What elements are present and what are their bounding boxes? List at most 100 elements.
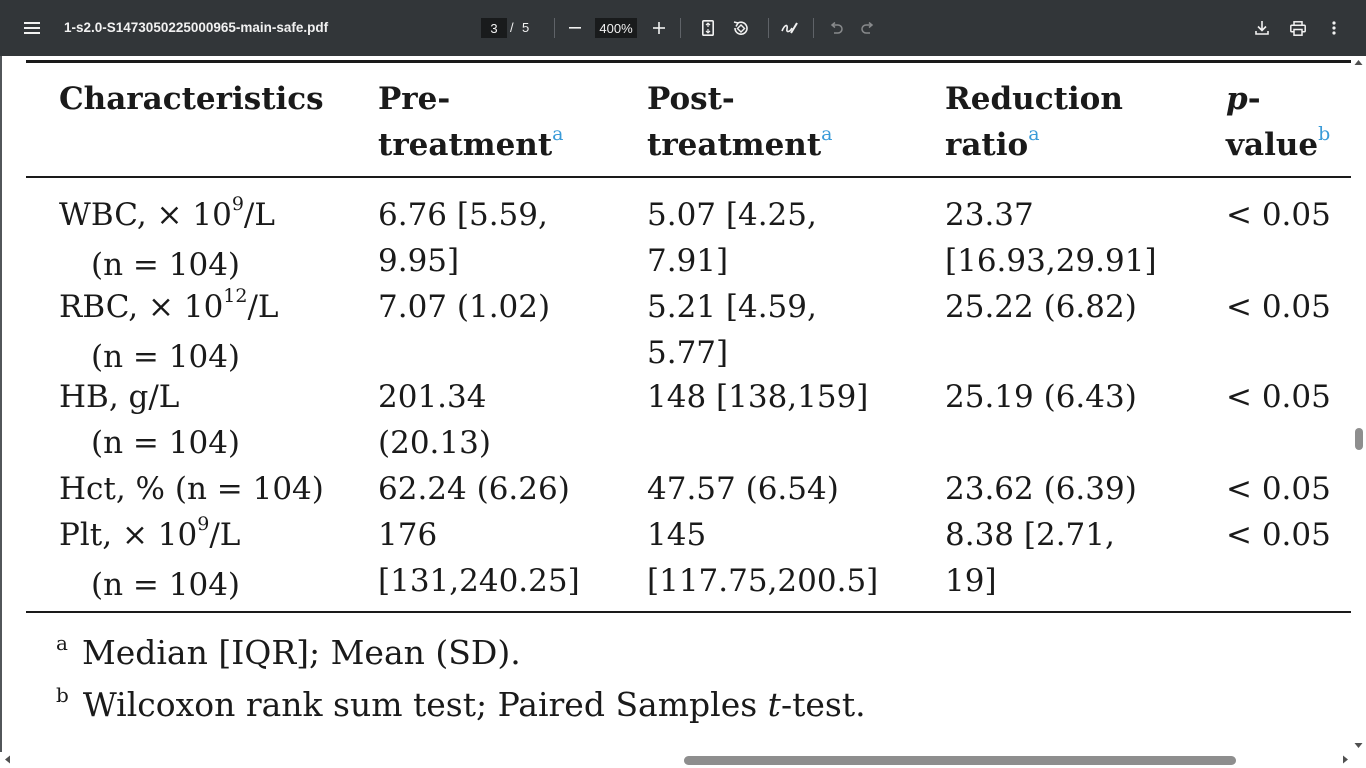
table-cell: < 0.05 — [1226, 379, 1331, 415]
footnote-b: b Wilcoxon rank sum test; Paired Samples … — [56, 682, 866, 732]
page-separator: / — [510, 20, 514, 35]
fit-page-icon — [702, 20, 714, 36]
annotate-button[interactable] — [774, 12, 806, 44]
header-line: p — [1226, 81, 1248, 117]
cell-line: (20.13) — [378, 425, 491, 461]
toolbar-divider — [680, 18, 681, 38]
table-cell: 8.38 [2.71, 19] — [945, 512, 1115, 604]
toolbar-divider — [813, 18, 814, 38]
scroll-up-arrow-icon[interactable] — [1354, 59, 1363, 66]
menu-icon — [24, 22, 40, 34]
row-label-text: WBC, × 10 — [59, 197, 232, 233]
menu-button[interactable] — [16, 12, 48, 44]
row-label-text: Plt, × 10 — [59, 517, 198, 553]
vertical-scroll-thumb[interactable] — [1355, 428, 1363, 450]
header-characteristics: Characteristics — [59, 76, 324, 122]
cell-line: [131,240.25] — [378, 563, 580, 599]
table-cell: < 0.05 — [1226, 289, 1331, 325]
scroll-right-arrow-icon[interactable] — [1342, 755, 1349, 764]
footnote-ref[interactable]: a — [552, 123, 564, 145]
table-row-label: Plt, × 109/L (n = 104) — [59, 512, 240, 608]
exponent: 9 — [197, 513, 210, 535]
row-label-n: (n = 104) — [91, 567, 241, 603]
cell-line: 7.07 (1.02) — [378, 289, 551, 325]
cell-line: 62.24 (6.26) — [378, 471, 570, 507]
header-post-treatment: Post- treatmenta — [647, 76, 833, 172]
row-label-text: Hct, % (n = 104) — [59, 471, 324, 507]
footnote-ref[interactable]: a — [1028, 123, 1040, 145]
header-line: - — [1247, 81, 1261, 117]
vertical-scrollbar[interactable] — [1351, 56, 1366, 752]
scroll-down-arrow-icon[interactable] — [1354, 742, 1363, 749]
horizontal-scroll-thumb[interactable] — [684, 756, 1236, 765]
header-reduction-ratio: Reduction ratioa — [945, 76, 1123, 172]
horizontal-scrollbar[interactable] — [0, 752, 1351, 768]
document-title: 1-s2.0-S1473050225000965-main-safe.pdf — [64, 20, 329, 35]
pdf-toolbar: 1-s2.0-S1473050225000965-main-safe.pdf /… — [0, 0, 1366, 56]
table-cell: < 0.05 — [1226, 197, 1331, 233]
pdf-viewer[interactable]: Characteristics Pre- treatmenta Post- tr… — [0, 56, 1366, 768]
header-text: Characteristics — [59, 81, 324, 117]
table-row-label: Hct, % (n = 104) — [59, 466, 324, 512]
more-options-button[interactable] — [1318, 12, 1350, 44]
cell-line: 176 — [378, 517, 438, 553]
redo-icon — [861, 22, 874, 34]
more-vert-icon — [1332, 21, 1336, 35]
cell-line: 23.62 (6.39) — [945, 471, 1137, 507]
cell-line: 5.21 [4.59, — [647, 289, 817, 325]
print-button[interactable] — [1282, 12, 1314, 44]
pdf-page: Characteristics Pre- treatmenta Post- tr… — [0, 56, 1351, 752]
page-edge — [0, 56, 2, 752]
page-number-input[interactable] — [481, 18, 507, 38]
table-cell: 6.76 [5.59, 9.95] — [378, 192, 548, 284]
exponent: 9 — [231, 193, 244, 215]
footnote-ref[interactable]: a — [821, 123, 833, 145]
cell-line: [16.93,29.91] — [945, 243, 1157, 279]
table-cell: 5.21 [4.59, 5.77] — [647, 284, 817, 376]
page-total: 5 — [522, 20, 530, 35]
rotate-button[interactable] — [724, 12, 756, 44]
table-cell: 25.19 (6.43) — [945, 374, 1137, 420]
scrollbar-corner — [1351, 752, 1366, 768]
cell-line: 47.57 (6.54) — [647, 471, 839, 507]
footnote-text: -test. — [780, 685, 866, 724]
undo-button[interactable] — [820, 12, 852, 44]
download-button[interactable] — [1246, 12, 1278, 44]
scroll-left-arrow-icon[interactable] — [4, 755, 11, 764]
table-cell: 23.62 (6.39) — [945, 466, 1137, 512]
draw-icon — [781, 22, 798, 34]
download-icon — [1255, 21, 1269, 35]
footnote-mark: a — [56, 631, 68, 655]
header-line: treatment — [647, 127, 822, 163]
cell-line: 8.38 [2.71, — [945, 517, 1115, 553]
footnote-text: t — [767, 685, 781, 724]
table-cell: 201.34 (20.13) — [378, 374, 491, 466]
row-label-text: HB, g/L — [59, 379, 180, 415]
header-line: Pre- — [378, 81, 451, 117]
fit-to-page-button[interactable] — [692, 12, 724, 44]
table-cell: 23.37 [16.93,29.91] — [945, 192, 1157, 284]
table-header-rule — [26, 176, 1351, 178]
row-label-n: (n = 104) — [91, 425, 241, 461]
undo-icon — [830, 22, 843, 34]
table-cell: 62.24 (6.26) — [378, 466, 570, 512]
zoom-level-input[interactable] — [595, 18, 637, 38]
table-row-label: RBC, × 1012/L (n = 104) — [59, 284, 279, 380]
cell-line: 6.76 [5.59, — [378, 197, 548, 233]
rotate-icon — [733, 21, 748, 35]
cell-line: 25.19 (6.43) — [945, 379, 1137, 415]
row-label-n: (n = 104) — [91, 247, 241, 283]
toolbar-divider — [768, 18, 769, 38]
redo-button[interactable] — [852, 12, 884, 44]
zoom-out-button[interactable] — [559, 12, 591, 44]
table-cell: 25.22 (6.82) — [945, 284, 1137, 330]
zoom-out-icon — [569, 27, 581, 29]
cell-line: 5.07 [4.25, — [647, 197, 817, 233]
zoom-in-button[interactable] — [643, 12, 675, 44]
header-p-value: p- valueb — [1226, 76, 1330, 172]
header-line: ratio — [945, 127, 1029, 163]
footnote-ref[interactable]: b — [1318, 123, 1331, 145]
footnote-mark: b — [56, 683, 69, 707]
footnote-a: a Median [IQR]; Mean (SD). — [56, 630, 521, 680]
table-row-label: WBC, × 109/L (n = 104) — [59, 192, 275, 288]
